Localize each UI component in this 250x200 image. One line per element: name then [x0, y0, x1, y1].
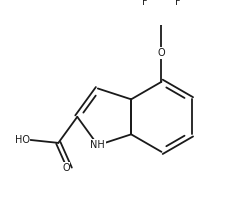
Text: O: O [158, 48, 165, 58]
Text: O: O [62, 163, 70, 173]
Text: F: F [176, 0, 181, 7]
Text: F: F [142, 0, 148, 7]
Text: HO: HO [14, 135, 30, 145]
Text: NH: NH [90, 140, 105, 150]
